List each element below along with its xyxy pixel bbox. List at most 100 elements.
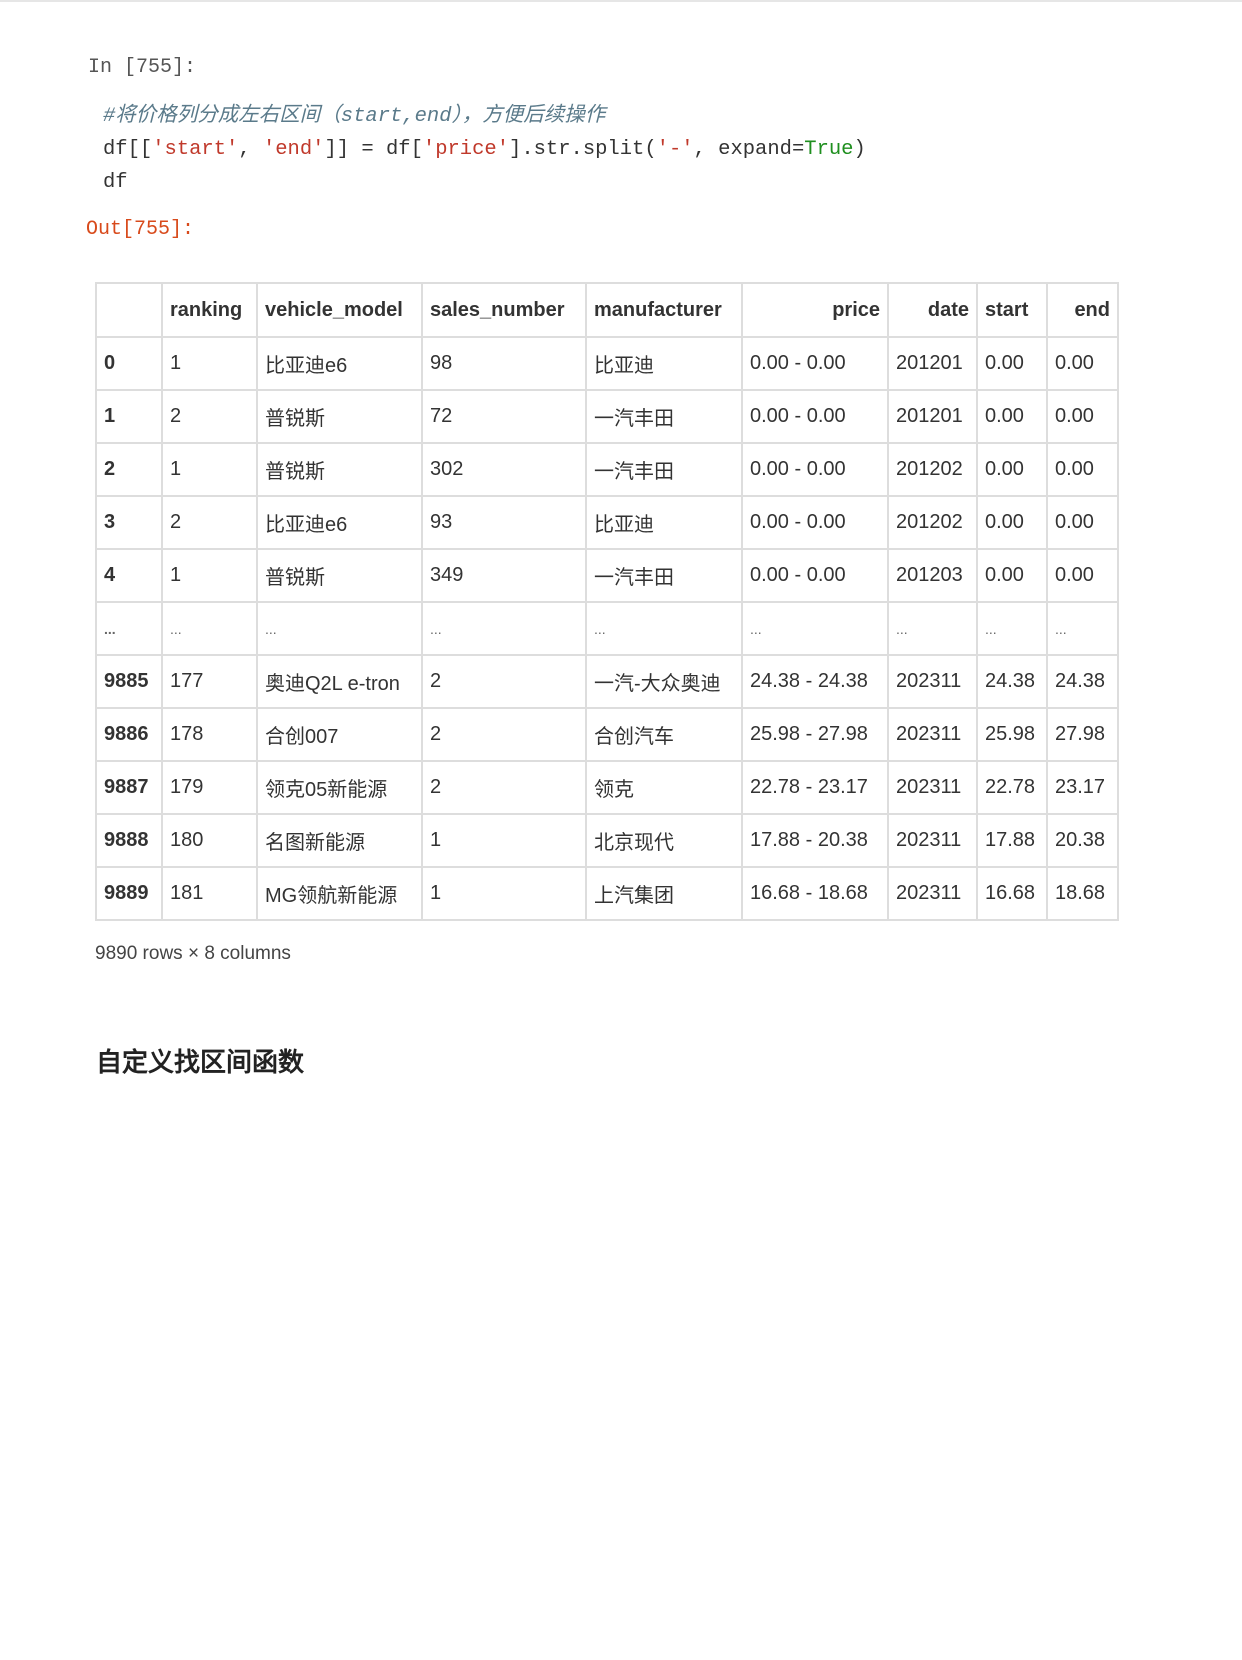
table-cell: 0.00 [1046, 389, 1119, 444]
row-index: 9887 [95, 760, 163, 815]
table-cell: 2 [421, 760, 587, 815]
code-token: ].str.split( [509, 138, 657, 161]
table-row: 9885 177 奥迪Q2L e-tron 2 一汽-大众奥迪 24.38 - 24.38… [95, 654, 1119, 709]
code-string: 'start' [152, 138, 239, 161]
table-cell: 72 [421, 389, 587, 444]
table-cell: 20.38 [1046, 813, 1119, 868]
table-cell: 17.88 [976, 813, 1048, 868]
table-cell: 202311 [887, 707, 978, 762]
table-cell: 0.00 [976, 548, 1048, 603]
table-cell: 比亚迪 [585, 495, 743, 550]
top-divider [0, 0, 1242, 2]
row-index: 1 [95, 389, 163, 444]
table-cell: 一汽丰田 [585, 442, 743, 497]
table-cell: 27.98 [1046, 707, 1119, 762]
table-cell: 16.68 [976, 866, 1048, 921]
dataframe-table: ranking vehicle_model sales_number manufact… [95, 282, 1119, 921]
table-row: 3 2 比亚迪e6 93 比亚迪 0.00 - 0.00 201202 0.00 0.00 [95, 495, 1119, 550]
table-cell: 名图新能源 [256, 813, 423, 868]
table-cell: 一汽丰田 [585, 389, 743, 444]
table-cell: 98 [421, 336, 587, 391]
row-index: 9886 [95, 707, 163, 762]
column-header: end [1046, 282, 1119, 338]
code-token: df [103, 171, 128, 194]
row-index: 2 [95, 442, 163, 497]
table-cell: 22.78 [976, 760, 1048, 815]
column-header: sales_number [421, 282, 587, 338]
row-index: 3 [95, 495, 163, 550]
table-cell: 17.88 - 20.38 [741, 813, 889, 868]
table-cell: 1 [421, 866, 587, 921]
table-cell: 2 [161, 389, 258, 444]
table-cell: 201202 [887, 442, 978, 497]
table-cell: 23.17 [1046, 760, 1119, 815]
table-cell: 2 [421, 707, 587, 762]
row-index: 9889 [95, 866, 163, 921]
table-cell: 0.00 - 0.00 [741, 548, 889, 603]
table-cell: 1 [161, 336, 258, 391]
table-cell: 合创汽车 [585, 707, 743, 762]
table-row: 4 1 普锐斯 349 一汽丰田 0.00 - 0.00 201203 0.00 0.00 [95, 548, 1119, 603]
table-cell: 0.00 - 0.00 [741, 495, 889, 550]
code-string: '-' [656, 138, 694, 161]
table-cell: 178 [161, 707, 258, 762]
table-cell: 25.98 [976, 707, 1048, 762]
table-cell: ... [976, 601, 1048, 656]
code-keyword: True [804, 138, 854, 161]
code-cell[interactable]: #将价格列分成左右区间（start,end），方便后续操作 df[['start… [103, 100, 866, 199]
table-cell: 24.38 [976, 654, 1048, 709]
table-cell: 0.00 [976, 442, 1048, 497]
code-token: ) [853, 138, 866, 161]
table-cell: 1 [421, 813, 587, 868]
table-row: 0 1 比亚迪e6 98 比亚迪 0.00 - 0.00 201201 0.00 0.00 [95, 336, 1119, 391]
table-cell: 普锐斯 [256, 389, 423, 444]
table-cell: 202311 [887, 866, 978, 921]
code-string: 'end' [262, 138, 325, 161]
table-cell: 202311 [887, 760, 978, 815]
table-cell: 93 [421, 495, 587, 550]
table-cell: ... [1046, 601, 1119, 656]
table-cell: 24.38 - 24.38 [741, 654, 889, 709]
table-cell: 25.98 - 27.98 [741, 707, 889, 762]
code-token: ]] = df[ [324, 138, 423, 161]
section-heading: 自定义找区间函数 [96, 1047, 305, 1077]
table-cell: 1 [161, 548, 258, 603]
output-prompt: Out[755]: [86, 218, 195, 241]
table-cell: ... [161, 601, 258, 656]
table-cell: 1 [161, 442, 258, 497]
table-header-row: ranking vehicle_model sales_number manufact… [95, 282, 1119, 338]
table-cell: 201201 [887, 389, 978, 444]
column-header: price [741, 282, 889, 338]
table-cell: 24.38 [1046, 654, 1119, 709]
code-token: df[[ [103, 138, 153, 161]
table-cell: 177 [161, 654, 258, 709]
table-cell: 2 [161, 495, 258, 550]
code-string: 'price' [422, 138, 510, 161]
column-header: ranking [161, 282, 258, 338]
table-cell: 上汽集团 [585, 866, 743, 921]
dataframe-shape: 9890 rows × 8 columns [95, 943, 291, 964]
table-row: 9887 179 领克05新能源 2 领克 22.78 - 23.17 202311 22.7… [95, 760, 1119, 815]
table-row: 9889 181 MG领航新能源 1 上汽集团 16.68 - 18.68 202311 16… [95, 866, 1119, 921]
table-cell: 一汽-大众奥迪 [585, 654, 743, 709]
table-cell: ... [256, 601, 423, 656]
table-cell: 201201 [887, 336, 978, 391]
column-header: start [976, 282, 1048, 338]
code-token: , [238, 138, 263, 161]
table-cell: 0.00 - 0.00 [741, 442, 889, 497]
table-row: 2 1 普锐斯 302 一汽丰田 0.00 - 0.00 201202 0.00 0.00 [95, 442, 1119, 497]
table-cell: 202311 [887, 654, 978, 709]
table-row: 1 2 普锐斯 72 一汽丰田 0.00 - 0.00 201201 0.00 0.00 [95, 389, 1119, 444]
table-cell: MG领航新能源 [256, 866, 423, 921]
row-index: 0 [95, 336, 163, 391]
table-cell: 180 [161, 813, 258, 868]
row-index: 9888 [95, 813, 163, 868]
code-token: , expand= [693, 138, 805, 161]
table-cell: 302 [421, 442, 587, 497]
table-cell: 0.00 [1046, 442, 1119, 497]
table-row: 9888 180 名图新能源 1 北京现代 17.88 - 20.38 202311 17.8… [95, 813, 1119, 868]
table-cell: 2 [421, 654, 587, 709]
table-cell: 普锐斯 [256, 442, 423, 497]
table-cell: ... [421, 601, 587, 656]
table-cell: 0.00 [976, 389, 1048, 444]
